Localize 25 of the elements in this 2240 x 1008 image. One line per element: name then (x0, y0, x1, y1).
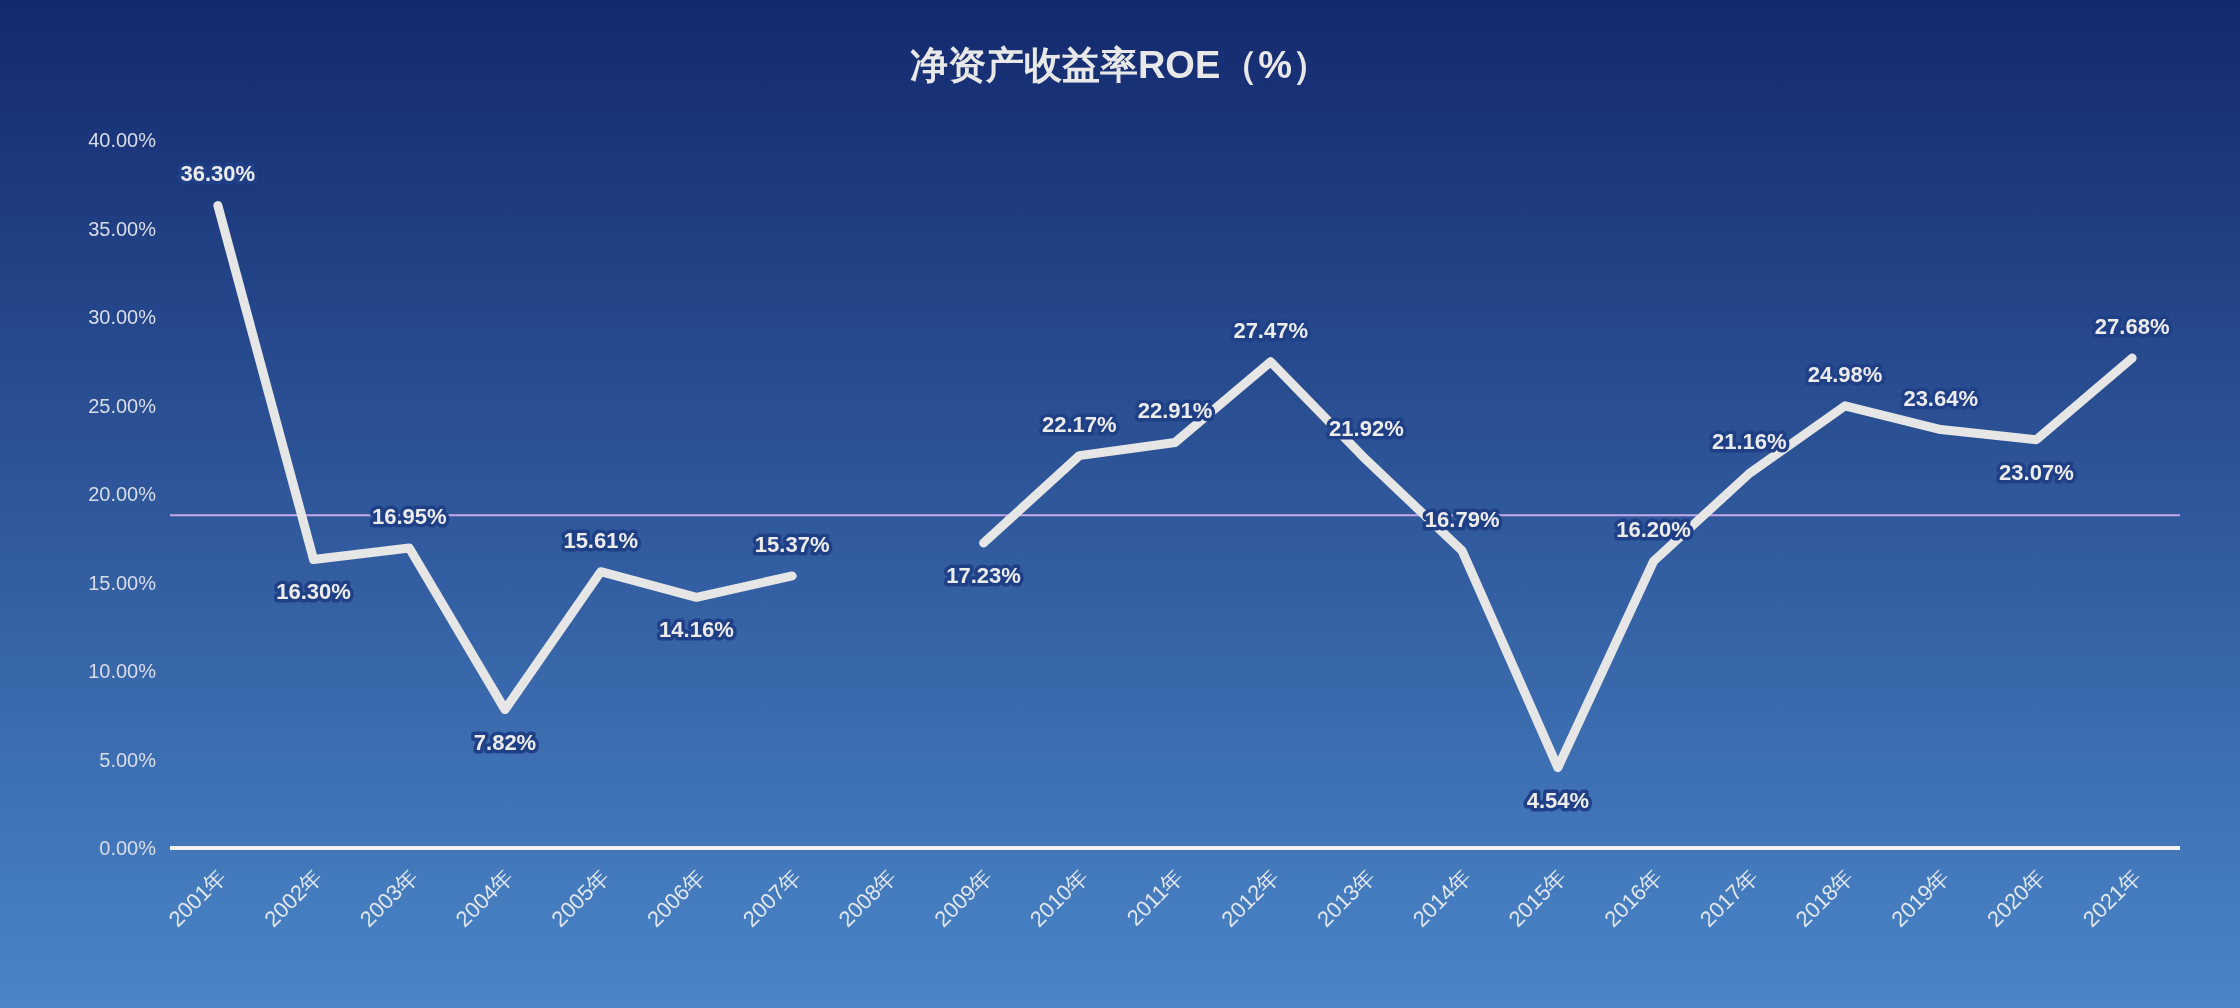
ytick: 30.00% (88, 306, 156, 328)
data-label: 14.16% (659, 617, 734, 643)
ytick: 10.00% (88, 660, 156, 682)
data-label: 23.64% (1903, 385, 1979, 411)
data-label: 17.23% (946, 563, 1021, 589)
ytick: 35.00% (88, 217, 156, 240)
ytick: 25.00% (88, 394, 156, 417)
ytick: 20.00% (88, 483, 156, 505)
ytick: 40.00% (88, 129, 156, 151)
data-label: 15.37% (754, 531, 830, 557)
data-label: 36.30% (180, 161, 256, 187)
data-label: 7.82% (473, 729, 537, 755)
data-label: 15.61% (563, 527, 639, 553)
data-label: 4.54% (1526, 787, 1590, 813)
data-label: 16.30% (276, 579, 351, 605)
data-label: 21.16% (1711, 429, 1787, 455)
data-label: 24.98% (1807, 361, 1883, 387)
data-label: 27.68% (2094, 314, 2170, 340)
ytick: 0.00% (99, 837, 156, 859)
title: 净资产收益率ROE（%） (909, 44, 1331, 86)
ytick: 15.00% (88, 571, 156, 594)
ytick: 5.00% (99, 748, 156, 771)
data-label: 23.07% (1999, 459, 2074, 485)
data-label: 22.17% (1041, 411, 1117, 437)
data-label: 27.47% (1233, 317, 1309, 343)
